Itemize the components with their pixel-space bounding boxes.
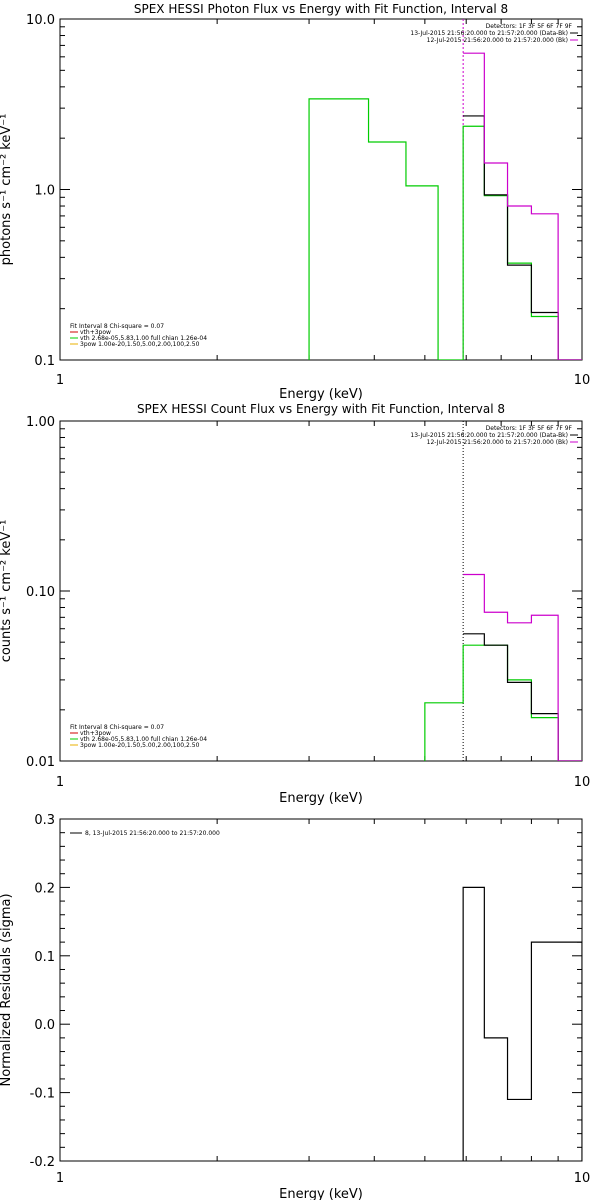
plot-frame <box>59 818 583 1162</box>
y-tick-label: 0.2 <box>34 881 55 896</box>
legend-entry: 12-Jul-2015 21:56:20.000 to 21:57:20.000… <box>427 439 568 446</box>
x-tick-label: 10 <box>574 775 591 790</box>
legend-entry: 3pow 1.00e-20,1.50,5.00,2.00,100,2.50 <box>80 341 200 348</box>
x-tick-label: 1 <box>56 1171 64 1186</box>
chart-title: SPEX HESSI Photon Flux vs Energy with Fi… <box>134 2 508 16</box>
chart-title: SPEX HESSI Count Flux vs Energy with Fit… <box>137 402 505 416</box>
legend-entry: vth+3pow <box>80 329 111 336</box>
chart-panel-1: SPEX HESSI Photon Flux vs Energy with Fi… <box>0 2 590 402</box>
y-tick-label: 0.1 <box>34 950 55 965</box>
y-tick-label: -0.2 <box>30 1155 55 1170</box>
series-black <box>462 886 582 1161</box>
y-axis-label: photons s⁻¹ cm⁻² keV⁻¹ <box>0 114 14 266</box>
legend-entry: 13-Jul-2015 21:56:20.000 to 21:57:20.000… <box>410 432 568 439</box>
y-tick-label: 10.0 <box>26 13 55 28</box>
x-axis-label: Energy (keV) <box>279 1187 363 1200</box>
chart-panel-2: SPEX HESSI Count Flux vs Energy with Fit… <box>0 402 590 806</box>
legend-entry: 12-Jul-2015 21:56:20.000 to 21:57:20.000… <box>427 37 568 44</box>
legend-detectors: Detectors: 1F 3F 5F 6F 7F 9F <box>486 425 573 432</box>
series-magenta <box>463 52 582 360</box>
legend-entry: vth 2.68e-05,5.83,1.00 full chian 1.26e-… <box>80 736 207 743</box>
series-black <box>463 115 582 360</box>
chart-panel-3: 1 10 Energy (keV) -0.2 -0.1 0.0 0.1 0.2 0.3 Norma… <box>0 813 590 1200</box>
series-green <box>308 98 582 360</box>
y-tick-label: 0.01 <box>26 755 55 770</box>
legend-fit-header: Fit Interval 8 Chi-square = 0.07 <box>70 724 164 731</box>
plot-area <box>424 421 582 761</box>
legend-entry: 13-Jul-2015 21:56:20.000 to 21:57:20.000… <box>410 30 568 37</box>
x-tick-label: 10 <box>574 373 591 388</box>
y-axis-label: counts s⁻¹ cm⁻² keV⁻¹ <box>0 520 14 663</box>
x-axis-label: Energy (keV) <box>279 387 363 402</box>
legend-detectors: Detectors: 1F 3F 5F 6F 7F 9F <box>486 23 573 30</box>
y-tick-label: 0.3 <box>34 813 55 828</box>
legend-entry: vth 2.68e-05,5.83,1.00 full chian 1.26e-… <box>80 335 207 342</box>
legend-entry: 3pow 1.00e-20,1.50,5.00,2.00,100,2.50 <box>80 742 200 749</box>
x-tick-label: 1 <box>56 775 64 790</box>
legend-fit-header: Fit Interval 8 Chi-square = 0.07 <box>70 323 164 330</box>
legend-entry: vth+3pow <box>80 730 111 737</box>
x-axis-label: Energy (keV) <box>279 791 363 806</box>
y-tick-label: 0.0 <box>34 1018 55 1033</box>
x-tick-label: 10 <box>574 1171 591 1186</box>
plot-frame <box>59 18 583 361</box>
y-tick-label: -0.1 <box>30 1087 55 1102</box>
y-tick-label: 1.0 <box>34 184 55 199</box>
y-tick-label: 1.00 <box>26 415 55 430</box>
series-magenta <box>463 573 582 761</box>
y-tick-label: 0.1 <box>34 354 55 369</box>
series-black <box>463 633 582 761</box>
plot-area <box>308 19 582 360</box>
y-tick-label: 0.10 <box>26 585 55 600</box>
legend-entry: 8, 13-Jul-2015 21:56:20.000 to 21:57:20.… <box>85 830 220 837</box>
x-tick-label: 1 <box>56 373 64 388</box>
y-axis-label: Normalized Residuals (sigma) <box>0 893 14 1086</box>
plot-area <box>462 886 582 1161</box>
plot-frame <box>59 420 583 762</box>
